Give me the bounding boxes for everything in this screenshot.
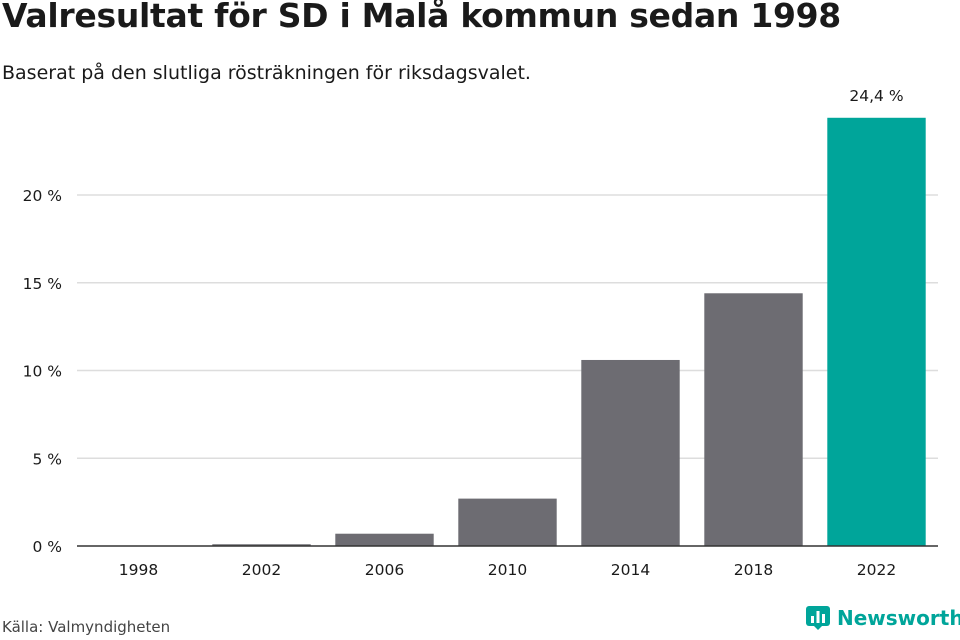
bar-2006 (335, 533, 434, 546)
bar-2010 (458, 498, 557, 546)
x-tick-label: 2022 (857, 561, 896, 579)
bars (212, 117, 926, 546)
logo-text: Newsworthy (837, 606, 960, 630)
bar-2018 (704, 293, 803, 546)
y-tick-label: 5 % (32, 450, 62, 468)
data-labels: 24,4 % (849, 87, 903, 105)
newsworthy-logo: Newsworthy (806, 606, 960, 630)
bar-2022 (827, 117, 926, 546)
x-tick-label: 2006 (365, 561, 404, 579)
bar-2002 (212, 544, 311, 546)
x-tick-label: 2014 (611, 561, 650, 579)
y-tick-label: 15 % (23, 275, 62, 293)
y-axis-tick-labels: 0 % 5 % 10 % 15 % 20 % (23, 187, 62, 556)
chart-title: Valresultat för SD i Malå kommun sedan 1… (2, 0, 841, 35)
x-tick-label: 2018 (734, 561, 773, 579)
bar-2014 (581, 359, 680, 546)
chart-subtitle: Baserat på den slutliga rösträkningen fö… (2, 62, 531, 84)
y-tick-label: 10 % (23, 363, 62, 381)
x-axis-tick-labels: 1998 2002 2006 2010 2014 2018 2022 (119, 561, 896, 579)
grid-lines (77, 194, 938, 459)
source-note: Källa: Valmyndigheten (2, 618, 171, 636)
x-tick-label: 2002 (242, 561, 281, 579)
data-label: 24,4 % (849, 87, 903, 105)
x-tick-label: 2010 (488, 561, 527, 579)
x-tick-label: 1998 (119, 561, 158, 579)
newsworthy-bar-icon (806, 606, 830, 630)
y-tick-label: 0 % (32, 538, 62, 556)
y-tick-label: 20 % (23, 187, 62, 205)
